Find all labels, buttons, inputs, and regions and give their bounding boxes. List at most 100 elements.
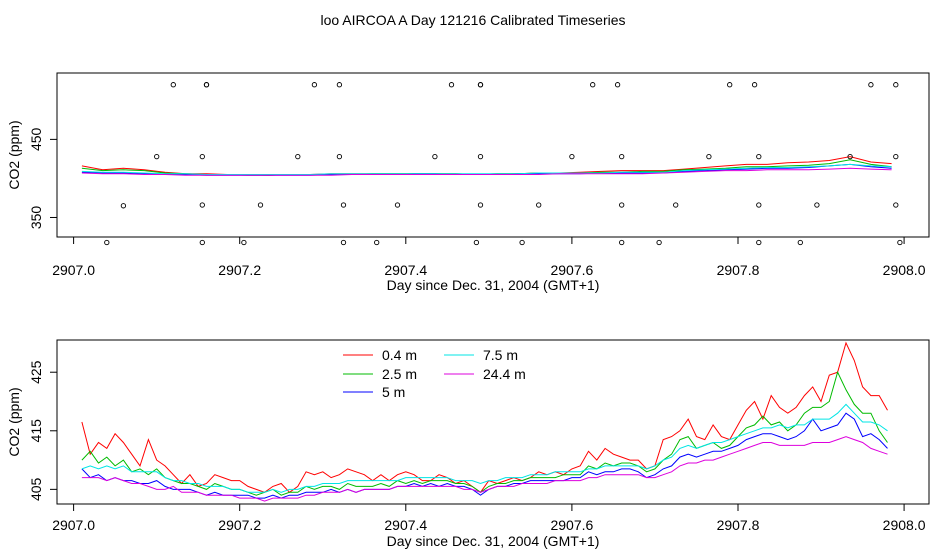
legend: 0.4 m 2.5 m 5 m 7.5 m 24.4 m — [343, 347, 526, 400]
top-plot-box — [56, 72, 930, 238]
legend-entry-0.4m: 0.4 m — [343, 347, 417, 363]
series-line-7.5m — [81, 403, 888, 493]
bottom-x-axis: 2907.0 2907.2 2907.4 2907.6 2907.8 2908.0 — [52, 504, 926, 533]
legend-label: 2.5 m — [382, 366, 417, 382]
bottom-panel: 2907.0 2907.2 2907.4 2907.6 2907.8 2908.0 405… — [6, 339, 930, 549]
marker-point — [868, 82, 874, 88]
y-tick-label: 350 — [28, 206, 44, 230]
top-y-axis-label: CO2 (ppm) — [6, 120, 22, 189]
x-tick-label: 2907.0 — [52, 262, 95, 278]
marker-point — [590, 82, 596, 88]
marker-point — [477, 153, 484, 160]
marker-point — [104, 239, 110, 246]
marker-point — [673, 202, 679, 208]
legend-label: 7.5 m — [483, 347, 518, 363]
top-marker-group — [104, 82, 903, 246]
legend-label: 0.4 m — [382, 347, 417, 363]
top-x-axis: 2907.0 2907.2 2907.4 2907.6 2907.8 2908.0 — [52, 237, 926, 278]
marker-point — [374, 239, 380, 246]
x-tick-label: 2907.4 — [384, 517, 427, 533]
bottom-series-group — [81, 341, 888, 502]
marker-point — [311, 82, 318, 88]
marker-point — [893, 153, 899, 160]
marker-point — [477, 202, 484, 208]
marker-point — [519, 239, 525, 246]
marker-point — [756, 153, 762, 160]
y-tick-label: 425 — [28, 360, 44, 384]
marker-point — [336, 153, 343, 160]
y-tick-label: 450 — [28, 127, 44, 151]
marker-point — [170, 82, 176, 88]
marker-point — [154, 153, 160, 160]
series-line-24.4m — [81, 436, 888, 502]
legend-entry-7.5m: 7.5 m — [444, 347, 518, 363]
marker-point — [477, 82, 484, 88]
marker-point — [336, 82, 343, 88]
marker-point — [295, 153, 301, 160]
series-line-0.4m — [81, 341, 888, 493]
marker-point — [756, 239, 762, 246]
series-line-24.4m — [81, 167, 892, 176]
marker-point — [893, 202, 899, 208]
series-line-5m — [81, 412, 888, 499]
marker-point — [473, 239, 480, 246]
legend-entry-2.5m: 2.5 m — [343, 366, 417, 382]
bottom-y-axis-label: CO2 (ppm) — [6, 387, 22, 456]
marker-point — [727, 82, 733, 88]
top-y-axis: 350 450 — [28, 127, 57, 229]
marker-point — [814, 202, 820, 208]
x-tick-label: 2908.0 — [883, 517, 926, 533]
marker-point — [203, 82, 210, 88]
marker-point — [797, 239, 803, 246]
marker-point — [120, 203, 127, 209]
legend-entry-24.4m: 24.4 m — [444, 366, 526, 382]
marker-point — [340, 202, 347, 208]
marker-point — [897, 239, 903, 246]
x-tick-label: 2907.6 — [550, 262, 593, 278]
x-tick-label: 2907.2 — [218, 262, 261, 278]
page-title: loo AIRCOA A Day 121216 Calibrated Times… — [320, 12, 625, 28]
marker-point — [257, 202, 264, 208]
marker-point — [569, 153, 575, 160]
x-tick-label: 2908.0 — [883, 262, 926, 278]
series-line-2.5m — [81, 370, 888, 496]
bottom-plot-box — [56, 339, 930, 505]
marker-point — [536, 202, 542, 208]
marker-point — [619, 202, 625, 208]
series-line-7.5m — [81, 163, 892, 175]
marker-point — [706, 153, 712, 160]
top-x-axis-label: Day since Dec. 31, 2004 (GMT+1) — [387, 277, 600, 293]
marker-point — [893, 82, 899, 88]
x-tick-label: 2907.2 — [218, 517, 261, 533]
y-tick-label: 405 — [28, 477, 44, 501]
x-tick-label: 2907.4 — [384, 262, 427, 278]
marker-point — [619, 239, 625, 246]
x-tick-label: 2907.6 — [550, 517, 593, 533]
marker-point — [199, 202, 205, 208]
bottom-y-axis: 405 415 425 — [28, 360, 57, 501]
marker-point — [394, 202, 401, 208]
legend-entry-5m: 5 m — [343, 384, 405, 400]
legend-label: 5 m — [382, 384, 405, 400]
marker-point — [847, 153, 853, 160]
marker-point — [448, 82, 455, 88]
series-line-0.4m — [81, 156, 892, 176]
legend-label: 24.4 m — [483, 366, 526, 382]
marker-point — [340, 239, 347, 246]
marker-point — [614, 82, 621, 88]
y-tick-label: 415 — [28, 419, 44, 443]
marker-point — [751, 82, 758, 88]
x-tick-label: 2907.0 — [52, 517, 95, 533]
top-panel: 2907.0 2907.2 2907.4 2907.6 2907.8 2908.0 350… — [6, 72, 930, 293]
marker-point — [241, 239, 247, 246]
bottom-x-axis-label: Day since Dec. 31, 2004 (GMT+1) — [387, 533, 600, 549]
top-series-group — [81, 156, 892, 176]
x-tick-label: 2907.8 — [717, 517, 760, 533]
x-tick-label: 2907.8 — [717, 262, 760, 278]
marker-point — [756, 202, 762, 208]
marker-point — [619, 153, 625, 160]
marker-point — [199, 153, 205, 160]
marker-point — [199, 239, 205, 246]
marker-point — [432, 153, 438, 160]
